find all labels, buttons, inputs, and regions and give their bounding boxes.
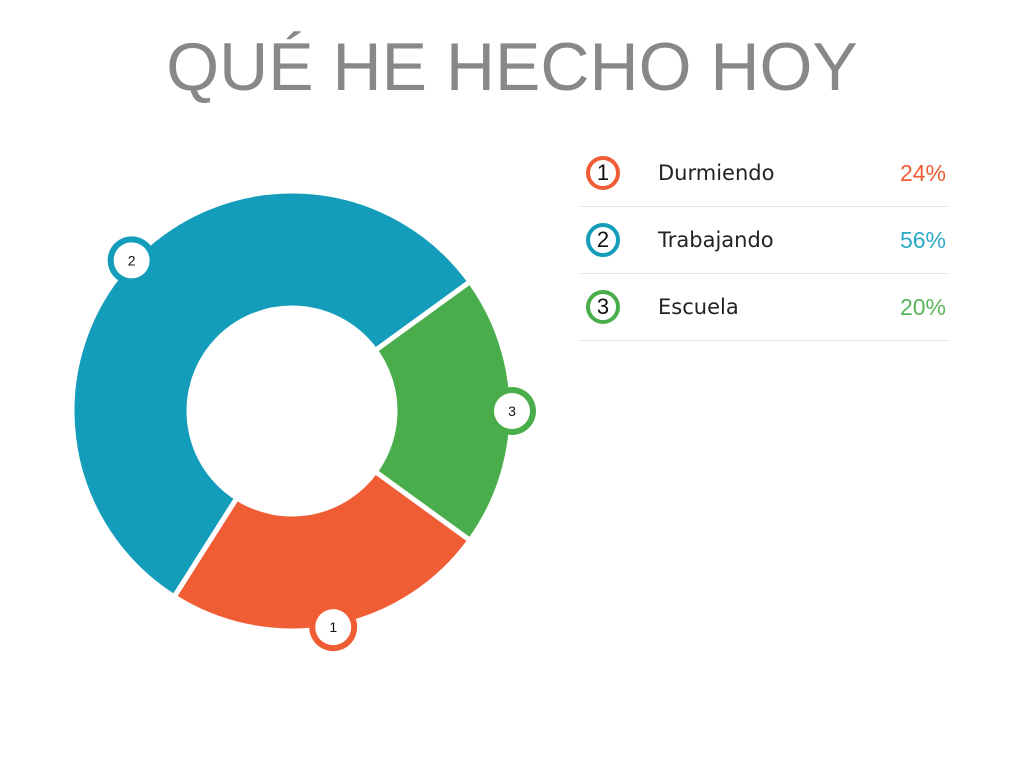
slice-marker-label: 2: [128, 252, 136, 268]
legend-value: 20%: [899, 293, 946, 320]
donut-slice-1: [170, 468, 474, 634]
page-title: QUÉ HE HECHO HOY: [166, 29, 858, 105]
donut-slice-2: [69, 188, 474, 601]
legend-value: 56%: [899, 226, 946, 253]
legend-marker: 3: [586, 290, 620, 324]
slice-marker-label: 1: [329, 619, 337, 635]
legend-item: 2 Trabajando 56%: [580, 207, 948, 274]
legend-marker: 2: [586, 223, 620, 257]
legend-marker: 1: [586, 156, 620, 190]
slice-marker-label: 3: [508, 403, 516, 419]
legend: 1 Durmiendo 24% 2 Trabajando 56% 3 Escue…: [580, 140, 948, 341]
slice-marker: 3: [488, 387, 536, 435]
legend-item: 3 Escuela 20%: [580, 274, 948, 341]
legend-label: Escuela: [658, 295, 739, 319]
legend-item: 1 Durmiendo 24%: [580, 140, 948, 207]
legend-value: 24%: [899, 159, 946, 186]
slice-marker: 2: [107, 236, 156, 285]
legend-label: Trabajando: [658, 228, 774, 252]
donut-slice-3: [371, 278, 515, 544]
donut-chart: 1 2 3: [69, 188, 536, 652]
legend-label: Durmiendo: [658, 161, 775, 185]
slice-marker: 1: [309, 603, 358, 652]
